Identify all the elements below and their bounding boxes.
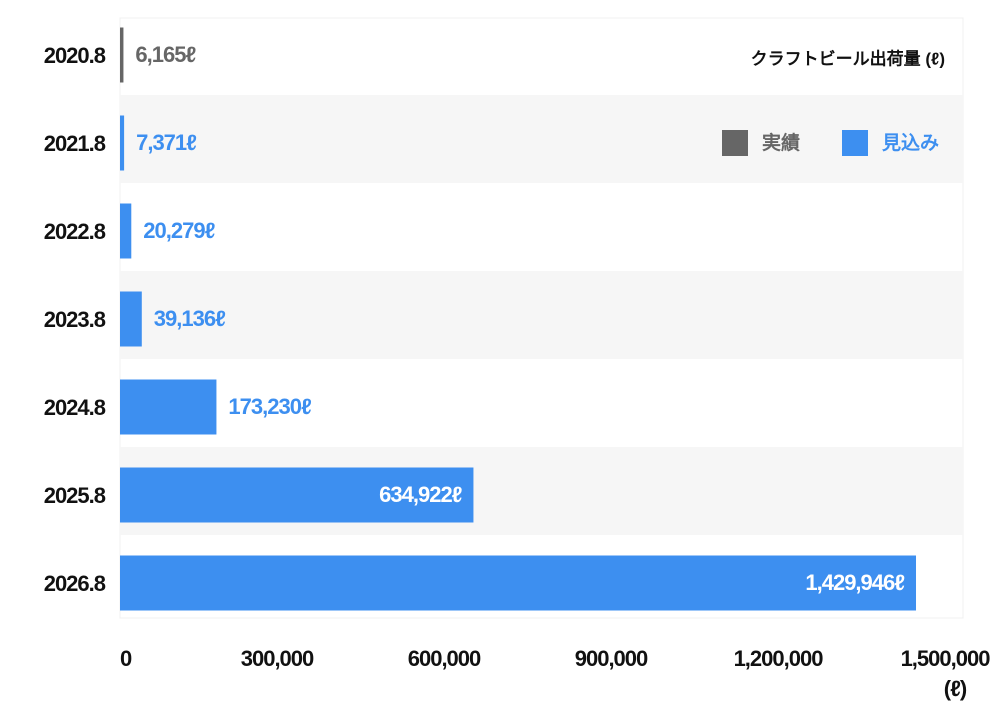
value-label: 173,230ℓ: [228, 394, 312, 419]
x-tick-label: 1,200,000: [734, 646, 824, 671]
row-band: [120, 271, 963, 359]
legend-swatch: [722, 130, 748, 156]
x-tick-label: 1,500,000: [901, 646, 991, 671]
value-label: 634,922ℓ: [379, 482, 463, 507]
legend-label: 見込み: [882, 132, 939, 154]
value-label: 20,279ℓ: [143, 218, 215, 243]
y-tick-label: 2021.8: [44, 131, 106, 156]
y-tick-label: 2026.8: [44, 571, 106, 596]
value-label: 6,165ℓ: [135, 42, 196, 67]
x-unit-label: (ℓ): [944, 676, 967, 701]
value-label: 1,429,946ℓ: [805, 570, 905, 595]
bar: [120, 203, 132, 259]
y-tick-label: 2025.8: [44, 483, 106, 508]
bar: [120, 115, 125, 171]
bar: [120, 379, 217, 435]
x-tick-label: 0: [120, 646, 132, 671]
value-label: 39,136ℓ: [154, 306, 226, 331]
bar: [120, 291, 142, 347]
y-tick-label: 2022.8: [44, 219, 106, 244]
chart-title: クラフトビール出荷量 (ℓ): [751, 48, 945, 68]
bar: [120, 555, 917, 611]
x-tick-label: 600,000: [408, 646, 481, 671]
y-tick-label: 2024.8: [44, 395, 106, 420]
x-tick-label: 900,000: [575, 646, 648, 671]
bar: [120, 467, 474, 523]
y-tick-label: 2020.8: [44, 43, 106, 68]
bar: [120, 27, 124, 83]
row-band: [120, 95, 963, 183]
x-tick-label: 300,000: [241, 646, 314, 671]
legend-swatch: [842, 130, 868, 156]
legend-label: 実績: [762, 131, 800, 154]
value-label: 7,371ℓ: [136, 130, 197, 155]
y-tick-label: 2023.8: [44, 307, 106, 332]
